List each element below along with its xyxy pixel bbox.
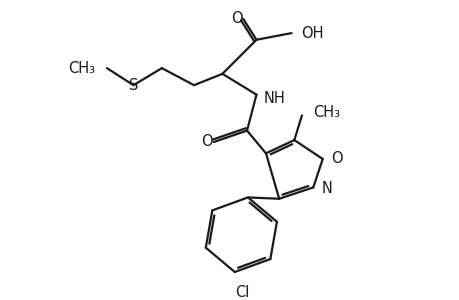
Text: S: S [129, 78, 138, 93]
Text: N: N [321, 181, 332, 196]
Text: O: O [330, 152, 342, 166]
Text: CH₃: CH₃ [68, 61, 95, 76]
Text: O: O [201, 134, 213, 149]
Text: Cl: Cl [235, 285, 249, 300]
Text: CH₃: CH₃ [313, 105, 340, 120]
Text: OH: OH [300, 26, 323, 40]
Text: NH: NH [263, 91, 285, 106]
Text: O: O [230, 11, 242, 26]
